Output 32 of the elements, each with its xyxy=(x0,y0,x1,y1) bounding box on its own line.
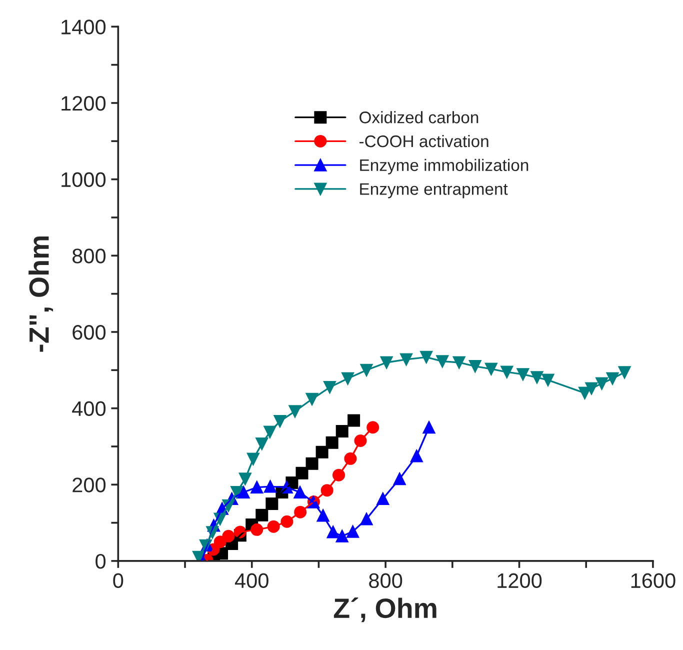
point xyxy=(192,550,205,561)
y-axis-title: -Z", Ohm xyxy=(28,236,53,352)
point xyxy=(452,356,466,369)
legend-label: Enzyme entrapment xyxy=(360,183,508,198)
y-tick-label: 800 xyxy=(72,248,106,264)
x-tick-label: 1600 xyxy=(631,573,676,588)
y-tick-label: 1000 xyxy=(62,172,106,188)
point xyxy=(380,356,393,369)
point xyxy=(530,371,544,384)
legend-label: Oxidized carbon xyxy=(360,111,478,124)
point xyxy=(264,480,276,493)
y-tick-label: 200 xyxy=(72,478,106,492)
y-tick-label: 400 xyxy=(72,401,106,416)
y-tick-label: 1400 xyxy=(62,20,106,34)
point xyxy=(516,368,530,381)
legend-label: -COOH activation xyxy=(359,134,488,148)
point xyxy=(596,377,608,390)
point xyxy=(348,414,360,427)
x-tick-label: 400 xyxy=(234,573,268,588)
x-tick-label: 800 xyxy=(369,573,402,588)
point xyxy=(484,362,498,376)
point xyxy=(336,530,348,542)
x-tick-label: 1200 xyxy=(498,573,542,588)
point xyxy=(618,366,631,379)
x-tick-label: 0 xyxy=(113,573,124,588)
x-axis-title: Z´, Ohm xyxy=(334,597,436,622)
y-tick-label: 600 xyxy=(72,324,106,340)
y-tick-label: 0 xyxy=(96,554,106,569)
y-tick-label: 1200 xyxy=(62,96,106,111)
point xyxy=(366,421,380,434)
legend-label: Enzyme immobilization xyxy=(360,158,528,174)
point xyxy=(400,353,413,366)
